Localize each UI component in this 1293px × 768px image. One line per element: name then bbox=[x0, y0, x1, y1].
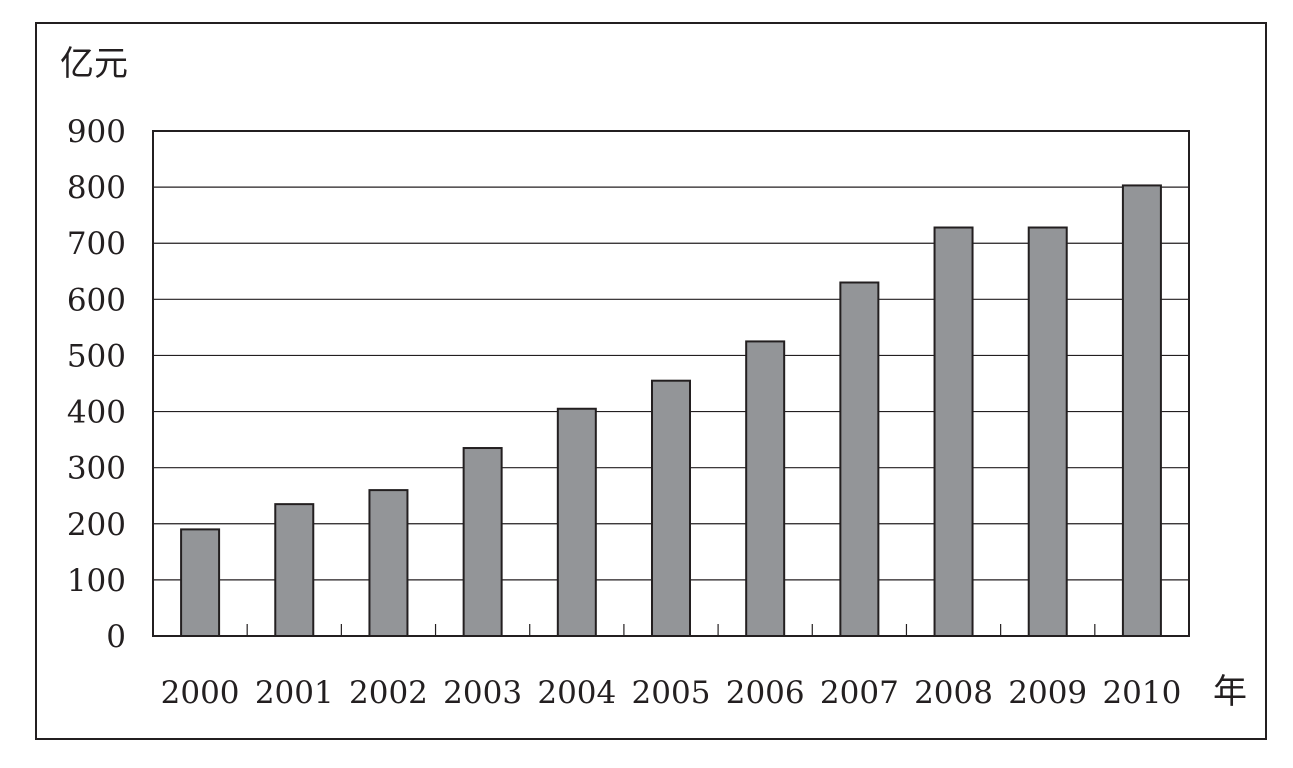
bar-2008 bbox=[933, 226, 974, 637]
bar-2001 bbox=[274, 503, 315, 637]
y-tick-label: 400 bbox=[67, 395, 126, 431]
y-tick-label: 500 bbox=[67, 338, 126, 374]
bar-2007 bbox=[839, 281, 880, 637]
bar-2010 bbox=[1121, 184, 1162, 638]
y-tick-label: 700 bbox=[67, 226, 126, 262]
bar-2003 bbox=[462, 447, 503, 637]
y-axis-label: 亿元 bbox=[60, 44, 128, 84]
bars bbox=[180, 184, 1162, 638]
x-tick-marks bbox=[246, 624, 1096, 636]
x-tick-label: 2003 bbox=[443, 675, 522, 711]
bar-2000 bbox=[180, 528, 221, 638]
y-tick-label: 200 bbox=[67, 507, 126, 543]
bar-2005 bbox=[651, 379, 691, 638]
x-tick-label: 2009 bbox=[1008, 675, 1087, 711]
y-tick-label: 600 bbox=[67, 282, 126, 318]
x-tick-label: 2000 bbox=[161, 675, 240, 711]
bar-2004 bbox=[556, 407, 597, 637]
x-tick-label: 2006 bbox=[726, 675, 805, 711]
x-tick-label: 2004 bbox=[537, 675, 616, 711]
y-tick-label: 300 bbox=[67, 451, 126, 487]
y-tick-label: 100 bbox=[67, 563, 126, 599]
x-tick-label: 2008 bbox=[914, 675, 993, 711]
x-tick-label: 2001 bbox=[255, 675, 334, 711]
x-axis-label: 年 bbox=[1213, 672, 1247, 712]
y-tick-label: 900 bbox=[67, 114, 126, 150]
y-tick-labels: 0 100 200 300 400 500 600 700 800 900 bbox=[67, 114, 126, 655]
x-tick-label: 2010 bbox=[1102, 675, 1181, 711]
bar-2009 bbox=[1027, 226, 1068, 637]
x-tick-labels: 2000 2001 2002 2003 2004 2005 2006 2007 2008 2009… bbox=[161, 675, 1182, 711]
y-tick-label: 0 bbox=[106, 619, 126, 655]
x-tick-label: 2002 bbox=[349, 675, 428, 711]
plot-area bbox=[152, 130, 1190, 637]
chart-frame bbox=[35, 22, 1267, 740]
bar-2002 bbox=[368, 489, 409, 637]
grid-lines bbox=[153, 186, 1189, 581]
x-tick-label: 2007 bbox=[820, 675, 899, 711]
x-tick-label: 2005 bbox=[632, 675, 711, 711]
y-tick-label: 800 bbox=[67, 170, 126, 206]
bar-2006 bbox=[745, 340, 786, 637]
